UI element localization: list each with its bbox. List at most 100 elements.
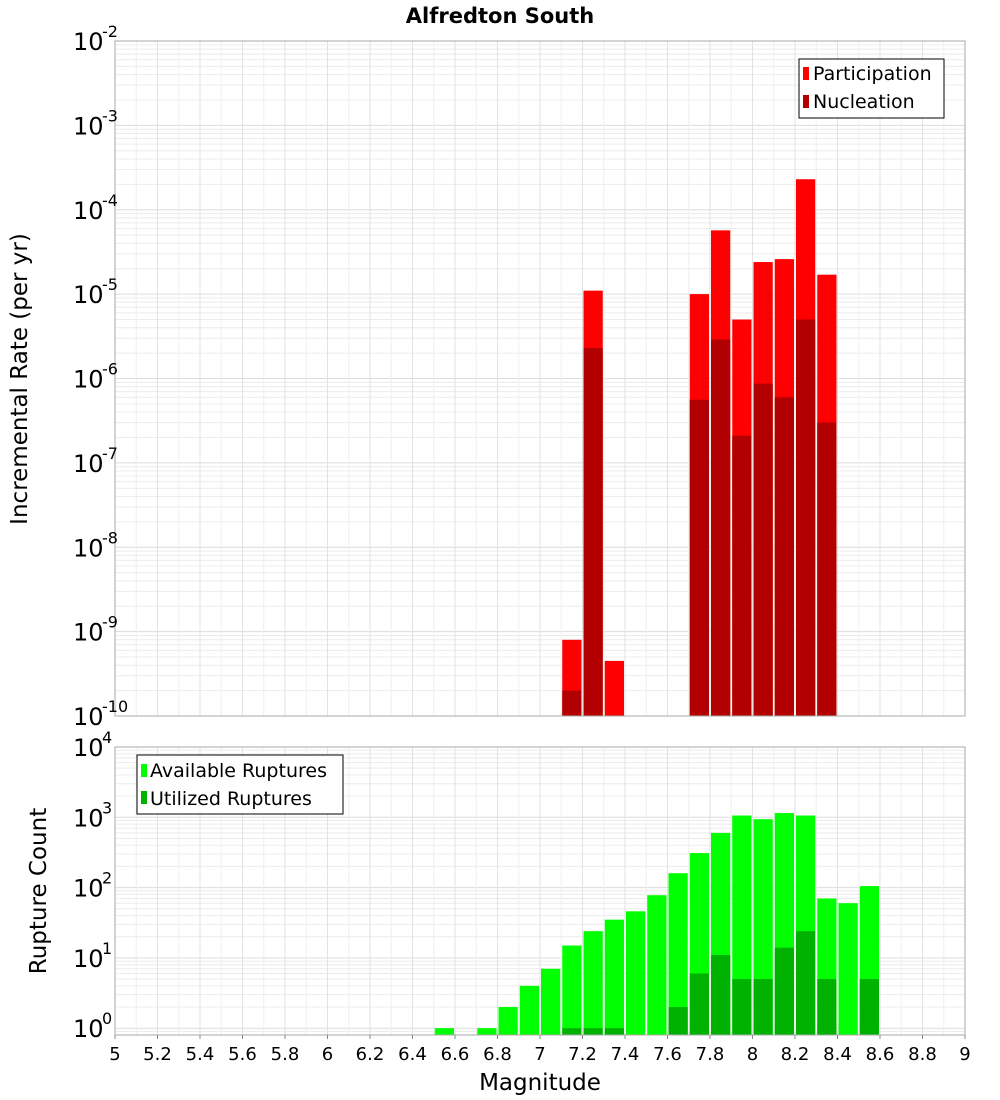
x-tick-label: 6.2 (356, 1044, 385, 1065)
x-tick-label: 5.2 (143, 1044, 172, 1065)
x-axis-label: Magnitude (479, 1070, 601, 1096)
bar-available-ruptures (838, 903, 858, 1035)
x-axis-ticks: 5 5.2 5.4 5.6 5.8 6 6.2 6.4 6.6 6.8 7 7.2 7.4 7.6 7.8 8… (109, 1035, 971, 1065)
y-tick-label: 10 (73, 619, 104, 647)
top-legend-box (798, 58, 945, 119)
x-tick-label: 6.8 (483, 1044, 512, 1065)
y-tick-label: 10 (73, 875, 104, 903)
y-tick-label: 10 (73, 281, 104, 309)
x-tick-label: 7.4 (611, 1044, 640, 1065)
chart-title: Alfredton South (406, 4, 594, 28)
bar-utilized-ruptures (562, 1028, 582, 1035)
bar-available-ruptures (498, 1007, 518, 1035)
bar-available-ruptures (604, 919, 624, 1035)
bar-available-ruptures (583, 931, 603, 1035)
y-tick-exponent: -10 (102, 697, 128, 716)
bar-utilized-ruptures (711, 954, 731, 1035)
bar-utilized-ruptures (753, 979, 773, 1035)
y-tick-label: 10 (73, 804, 104, 832)
y-tick-label: 10 (73, 28, 104, 56)
x-tick-label: 8.8 (908, 1044, 937, 1065)
y-tick-exponent: -9 (102, 613, 118, 632)
bar-available-ruptures (668, 873, 688, 1035)
x-tick-label: 8 (747, 1044, 758, 1065)
legend-swatch-available-ruptures (141, 764, 147, 777)
x-tick-label: 7 (534, 1044, 545, 1065)
y-tick-exponent: -5 (102, 275, 118, 294)
x-tick-label: 7.6 (653, 1044, 682, 1065)
y-tick-label: 10 (73, 450, 104, 478)
bar-available-ruptures (477, 1028, 497, 1035)
bar-available-ruptures (647, 895, 667, 1035)
bar-available-ruptures (626, 911, 646, 1035)
bar-available-ruptures (434, 1028, 454, 1035)
y-tick-exponent: -4 (102, 191, 118, 210)
x-tick-label: 6.4 (398, 1044, 427, 1065)
bar-nucleation (817, 422, 837, 716)
bar-nucleation (732, 435, 752, 716)
top-legend: Participation Nucleation (798, 58, 945, 119)
bar-utilized-ruptures (604, 1028, 624, 1035)
x-tick-label: 5 (109, 1044, 120, 1065)
x-tick-label: 8.2 (781, 1044, 810, 1065)
y-tick-label: 10 (73, 112, 104, 140)
bar-available-ruptures (541, 968, 561, 1035)
bottom-plot-bars (434, 813, 879, 1035)
legend-label-participation: Participation (813, 63, 932, 85)
x-tick-label: 5.8 (271, 1044, 300, 1065)
legend-swatch-participation (803, 67, 809, 80)
bar-nucleation (711, 339, 731, 716)
bar-utilized-ruptures (796, 931, 816, 1035)
bar-nucleation (689, 399, 709, 716)
x-tick-label: 6.6 (441, 1044, 470, 1065)
x-tick-label: 7.8 (696, 1044, 725, 1065)
y-tick-label: 10 (73, 734, 104, 762)
y-tick-label: 10 (73, 1015, 104, 1043)
y-tick-exponent: 0 (102, 1009, 112, 1028)
x-tick-label: 5.4 (186, 1044, 215, 1065)
bar-nucleation (583, 347, 603, 716)
legend-swatch-nucleation (803, 95, 809, 108)
bar-participation (604, 660, 624, 716)
y-tick-exponent: 3 (102, 798, 112, 817)
bar-nucleation (774, 397, 794, 716)
bar-utilized-ruptures (668, 1007, 688, 1035)
bar-utilized-ruptures (689, 973, 709, 1035)
bar-nucleation (796, 319, 816, 716)
y-tick-label: 10 (73, 945, 104, 973)
top-plot-bars (562, 179, 837, 716)
bar-utilized-ruptures (859, 979, 879, 1035)
y-tick-label: 10 (73, 534, 104, 562)
x-tick-label: 6 (322, 1044, 333, 1065)
bar-utilized-ruptures (732, 979, 752, 1035)
y-tick-exponent: -7 (102, 444, 118, 463)
legend-swatch-utilized-ruptures (141, 791, 147, 804)
x-tick-label: 7.2 (568, 1044, 597, 1065)
x-tick-label: 5.6 (228, 1044, 257, 1065)
legend-label-available-ruptures: Available Ruptures (150, 760, 327, 782)
bar-utilized-ruptures (583, 1028, 603, 1035)
bar-available-ruptures (562, 945, 582, 1035)
bar-nucleation (562, 690, 582, 716)
x-tick-label: 9 (959, 1044, 970, 1065)
y-tick-exponent: 2 (102, 869, 112, 888)
y-tick-exponent: -3 (102, 106, 118, 125)
legend-label-utilized-ruptures: Utilized Ruptures (150, 788, 312, 810)
y-tick-label: 10 (73, 366, 104, 394)
bar-utilized-ruptures (774, 947, 794, 1035)
top-plot-grid (114, 41, 966, 717)
y-tick-exponent: -6 (102, 360, 118, 379)
bar-utilized-ruptures (817, 979, 837, 1035)
top-plot-frame (114, 40, 966, 717)
bottom-legend-box (136, 754, 344, 815)
y-tick-exponent: 4 (102, 728, 112, 747)
bottom-legend: Available Ruptures Utilized Ruptures (136, 754, 344, 815)
y-tick-label: 10 (73, 703, 104, 731)
bar-nucleation (753, 383, 773, 716)
y-tick-label: 10 (73, 197, 104, 225)
y-tick-exponent: -8 (102, 528, 118, 547)
top-y-axis-label: Incremental Rate (per yr) (7, 233, 33, 525)
x-tick-label: 8.6 (866, 1044, 895, 1065)
